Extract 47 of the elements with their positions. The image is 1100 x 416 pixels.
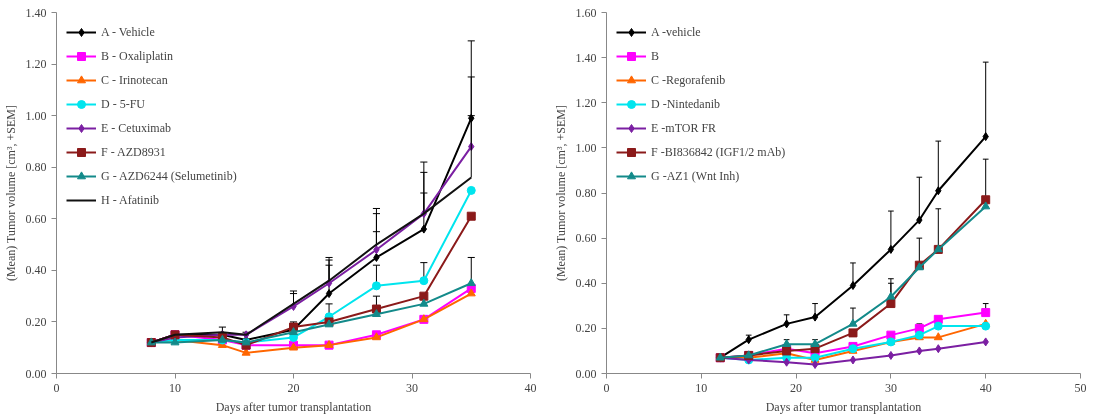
legend-label: D -Nintedanib [651,96,720,112]
y-tick-label: 1.40 [575,50,597,65]
legend-label: E -mTOR FR [651,120,717,136]
x-tick-label: 30 [406,380,418,395]
x-tick-label: 0 [603,380,610,395]
y-axis-title: (Mean) Tumor volume [cm³, +SEM] [3,105,18,282]
y-axis-title: (Mean) Tumor volume [cm³, +SEM] [553,105,568,282]
y-tick-label: 1.20 [25,57,47,72]
legend-label: B [651,48,660,64]
y-tick-label: 1.60 [575,5,597,20]
legend-label: B - Oxaliplatin [101,48,173,64]
y-tick-label: 0.40 [25,263,47,278]
y-tick-label: 0.60 [575,231,597,246]
y-tick-label: 0.20 [575,321,597,336]
x-tick-label: 10 [695,380,708,395]
legend-label: H - Afatinib [101,192,159,208]
y-tick-label: 0.00 [575,366,597,381]
legend-label: F -BI836842 (IGF1/2 mAb) [651,144,786,160]
y-tick-label: 0.20 [25,314,47,329]
x-tick-label: 30 [884,380,897,395]
legend-label: D - 5-FU [101,96,145,112]
x-axis-title: Days after tumor transplantation [215,399,372,414]
x-tick-label: 0 [53,380,60,395]
legend-label: G - AZD6244 (Selumetinib) [101,168,237,184]
x-tick-label: 50 [1074,380,1087,395]
legend-label: F - AZD8931 [101,144,166,160]
legend-label: G -AZ1 (Wnt Inh) [651,168,740,184]
x-tick-label: 40 [979,380,992,395]
legend-label: C -Regorafenib [651,72,726,88]
y-tick-label: 0.00 [25,366,47,381]
y-tick-label: 1.40 [25,5,47,20]
x-tick-label: 20 [790,380,803,395]
y-tick-label: 0.80 [25,160,47,175]
legend-label: A -vehicle [651,24,701,40]
y-tick-label: 0.40 [575,276,597,291]
y-tick-label: 1.00 [575,140,597,155]
y-tick-label: 1.20 [575,95,597,110]
legend-label: A - Vehicle [101,24,155,40]
legend-label: E - Cetuximab [101,120,171,136]
legend-label: C - Irinotecan [101,72,168,88]
x-tick-label: 20 [287,380,300,395]
x-axis-title: Days after tumor transplantation [765,399,922,414]
y-tick-label: 0.60 [25,211,47,226]
y-tick-label: 0.80 [575,186,597,200]
x-tick-label: 40 [524,380,537,395]
y-tick-label: 1.00 [25,108,47,123]
x-tick-label: 10 [169,380,181,395]
